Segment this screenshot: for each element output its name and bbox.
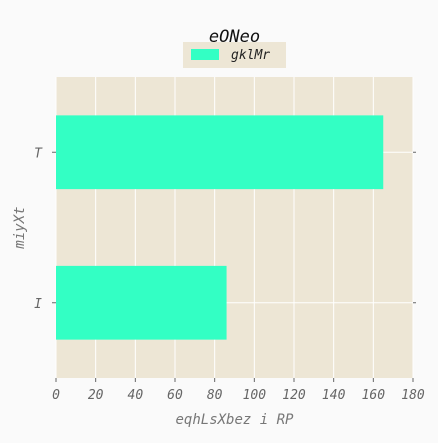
y-tick-label: T	[34, 146, 43, 161]
x-tick-label: 180	[401, 388, 425, 403]
legend-label: gklMr	[231, 48, 270, 63]
bars	[56, 115, 384, 340]
x-axis-label: eqhLsXbez i RP	[175, 412, 294, 428]
x-tick-label: 20	[88, 388, 104, 403]
x-tick-label: 80	[207, 388, 223, 403]
bar-i	[56, 265, 227, 340]
x-tick-label: 60	[167, 388, 183, 403]
y-tick-label: I	[34, 297, 42, 312]
axis-ticks: 0 20 40 60 80 100 120 140 160 180 T I	[34, 146, 425, 403]
legend: gklMr	[183, 42, 286, 68]
x-tick-label: 100	[243, 388, 267, 403]
legend-swatch	[191, 49, 219, 60]
y-axis-label: miyXt	[12, 206, 28, 249]
x-tick-label: 160	[362, 388, 386, 403]
x-tick-label: 0	[52, 388, 60, 403]
x-tick-label: 40	[128, 388, 144, 403]
x-tick-label: 120	[282, 388, 306, 403]
x-tick-label: 140	[322, 388, 346, 403]
bar-t	[56, 115, 384, 190]
